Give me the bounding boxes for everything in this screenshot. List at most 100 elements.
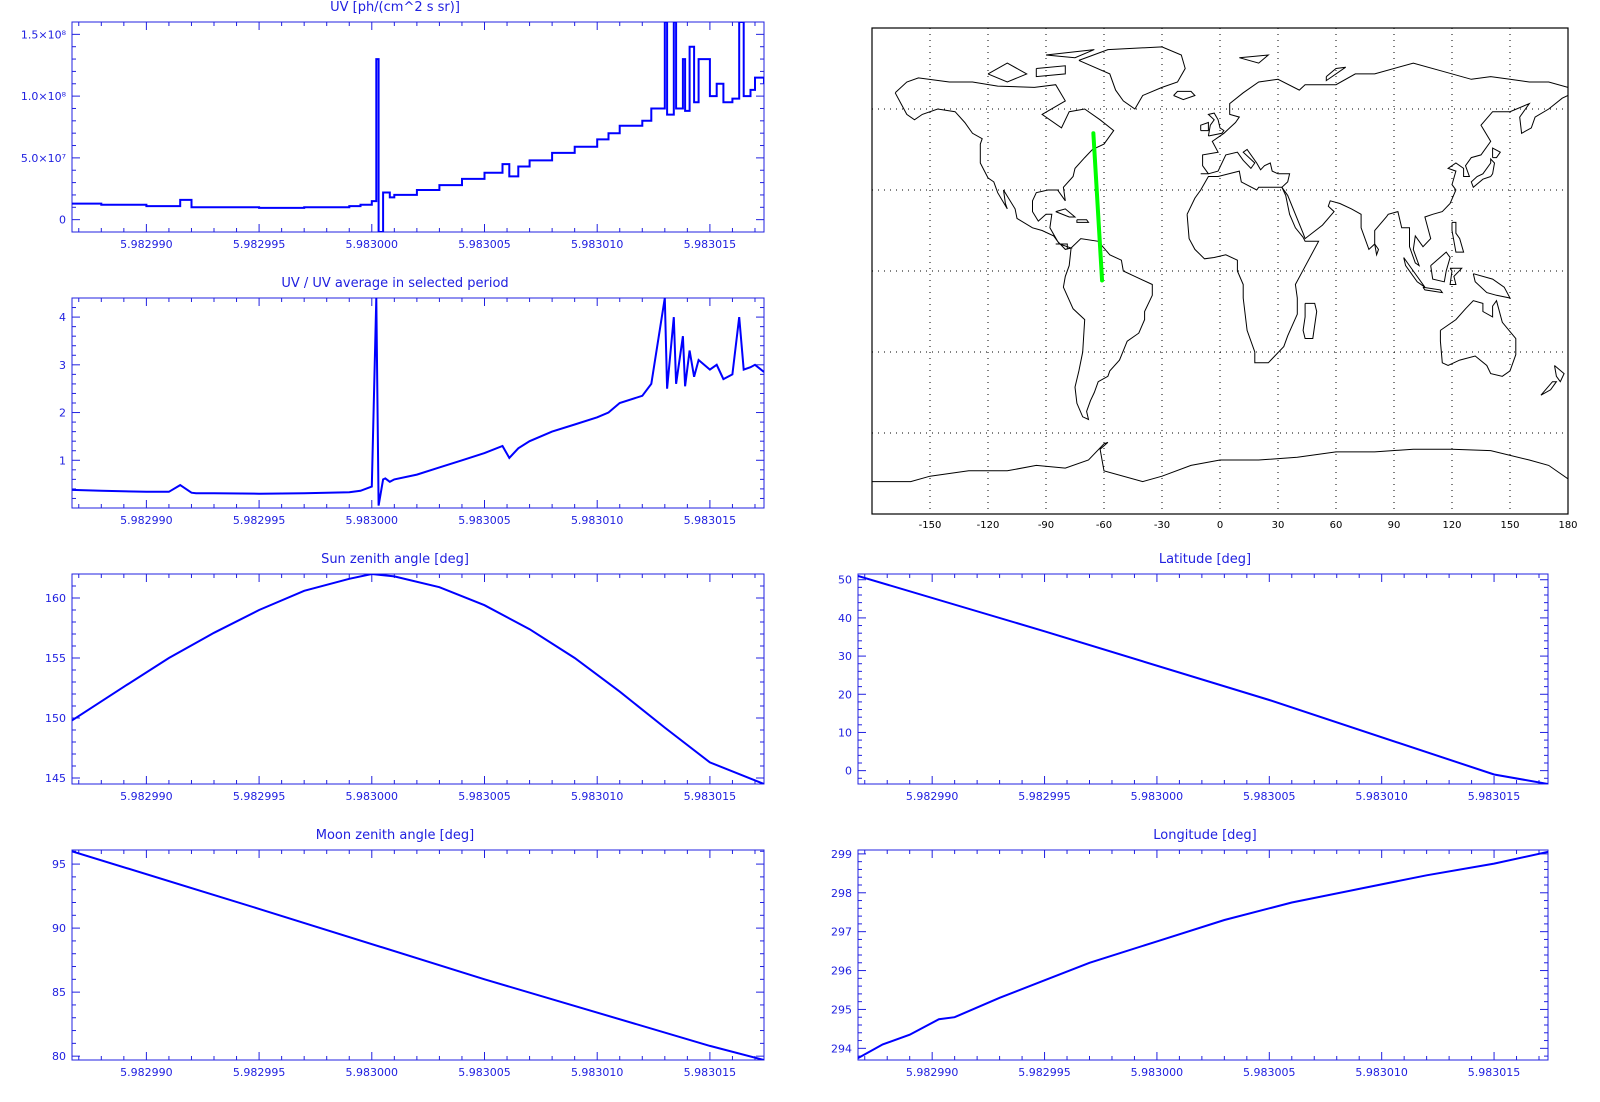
coastline [1325, 66, 1346, 82]
x-tick-label: 5.983005 [458, 238, 511, 251]
y-tick-label: 295 [831, 1003, 852, 1016]
coastline [1403, 257, 1426, 288]
longitude-chart: Longitude [deg] 5.982990 5.982995 5.983000… [810, 828, 1600, 1098]
uv-ratio-chart: UV / UV average in selected period 5.982… [0, 276, 790, 546]
x-tick-label: 5.983015 [1468, 1066, 1521, 1079]
x-tick-label: 5.983010 [1355, 1066, 1408, 1079]
x-tick-label: 5.983000 [346, 514, 399, 527]
x-tick-label: 5.983005 [458, 514, 511, 527]
coastline [1200, 121, 1209, 132]
sun-zenith-chart: Sun zenith angle [deg] 5.982990 5.982995 5… [0, 552, 790, 822]
y-tick-label: 0 [845, 765, 852, 778]
coastline [1470, 157, 1496, 189]
uv-chart-title: UV [ph/(cm^2 s sr)] [330, 0, 460, 15]
orbit-track [1091, 131, 1105, 283]
plot-frame [71, 573, 765, 785]
map-x-tick-label: -120 [977, 520, 1000, 531]
x-tick-label: 5.983000 [346, 238, 399, 251]
coastline [1439, 299, 1517, 377]
longitude-chart-plot: 5.982990 5.982995 5.983000 5.983005 5.983010… [831, 848, 1549, 1079]
coastline [872, 441, 1568, 483]
moon-zenith-chart: Moon zenith angle [deg] 5.982990 5.982995… [0, 828, 790, 1098]
x-tick-label: 5.982995 [1018, 790, 1071, 803]
y-tick-label: 3 [59, 359, 66, 372]
y-tick-label: 297 [831, 926, 852, 939]
coastline [1239, 54, 1270, 64]
series-line [72, 574, 764, 784]
coastline [1422, 286, 1444, 294]
map-x-tick-label: -30 [1154, 520, 1170, 531]
coastline [1078, 46, 1186, 110]
x-tick-label: 5.983010 [571, 514, 624, 527]
coastline [1472, 273, 1511, 299]
x-tick-label: 5.983010 [571, 1066, 624, 1079]
latitude-chart-plot: 5.982990 5.982995 5.983000 5.983005 5.983010… [838, 573, 1549, 803]
coastline [1045, 49, 1095, 59]
x-tick-label: 5.982990 [906, 790, 959, 803]
y-tick-label: 1.0×10⁸ [21, 90, 67, 103]
plot-frame [71, 21, 765, 233]
x-tick-label: 5.983015 [684, 790, 737, 803]
y-tick-label: 298 [831, 887, 852, 900]
y-tick-label: 294 [831, 1042, 852, 1055]
y-tick-label: 85 [52, 986, 66, 999]
map-x-tick-label: 30 [1272, 520, 1285, 531]
coastline [894, 77, 1115, 250]
x-tick-label: 5.982995 [233, 238, 286, 251]
coastline [1374, 243, 1380, 257]
coastline [1186, 170, 1320, 364]
map-x-tick-label: 0 [1217, 520, 1223, 531]
x-tick-label: 5.982995 [233, 514, 286, 527]
coastline [1035, 65, 1066, 78]
series-line [72, 298, 764, 506]
plot-frame [857, 849, 1549, 1061]
y-tick-label: 30 [838, 650, 852, 663]
map-x-tick-label: 180 [1558, 520, 1577, 531]
y-tick-label: 2 [59, 407, 66, 420]
coastline [1554, 365, 1565, 383]
latitude-chart: Latitude [deg] 5.982990 5.982995 5.983000 5… [810, 552, 1600, 822]
coastline [1492, 147, 1502, 159]
uv-chart: UV [ph/(cm^2 s sr)] 5.982990 5.982995 5.98… [0, 0, 790, 270]
plot-frame [71, 849, 765, 1061]
map-x-tick-label: -150 [919, 520, 942, 531]
y-tick-label: 80 [52, 1050, 66, 1063]
y-tick-label: 150 [45, 712, 66, 725]
world-map-plot: -150 -120 -90 -60 -30 0 30 60 90 120 150 180 [871, 27, 1578, 531]
x-tick-label: 5.983000 [346, 790, 399, 803]
x-tick-label: 5.983005 [1243, 790, 1296, 803]
x-tick-label: 5.982990 [120, 514, 173, 527]
y-tick-label: 296 [831, 965, 852, 978]
y-tick-label: 1.5×10⁸ [21, 28, 67, 41]
x-tick-label: 5.983010 [571, 238, 624, 251]
coastline [1207, 112, 1225, 137]
world-map: -150 -120 -90 -60 -30 0 30 60 90 120 150 180 [870, 26, 1590, 540]
coastline [1449, 267, 1463, 285]
coastline [1540, 381, 1558, 396]
coastline [1076, 219, 1090, 223]
y-tick-label: 299 [831, 848, 852, 861]
uv-ratio-chart-plot: 5.982990 5.982995 5.983000 5.983005 5.983010… [59, 297, 765, 527]
latitude-chart-title: Latitude [deg] [1158, 552, 1252, 567]
map-x-tick-label: 90 [1388, 520, 1401, 531]
uv-ratio-chart-title: UV / UV average in selected period [281, 276, 509, 291]
x-tick-label: 5.982995 [233, 1066, 286, 1079]
y-tick-label: 40 [838, 612, 852, 625]
series-line [858, 850, 1548, 1059]
map-x-tick-label: 150 [1500, 520, 1519, 531]
sun-zenith-chart-title: Sun zenith angle [deg] [321, 552, 469, 567]
y-tick-label: 50 [838, 574, 852, 587]
coastline [1302, 302, 1318, 339]
x-tick-label: 5.983015 [684, 238, 737, 251]
x-tick-label: 5.983005 [1243, 1066, 1296, 1079]
x-tick-label: 5.982990 [120, 238, 173, 251]
x-tick-label: 5.983010 [1355, 790, 1408, 803]
series-line [858, 574, 1548, 784]
x-tick-label: 5.983010 [571, 790, 624, 803]
x-tick-label: 5.982990 [120, 1066, 173, 1079]
x-tick-label: 5.983000 [346, 1066, 399, 1079]
y-tick-label: 95 [52, 858, 66, 871]
coastline [1451, 221, 1465, 253]
x-tick-label: 5.983005 [458, 790, 511, 803]
series-line [72, 850, 764, 1060]
